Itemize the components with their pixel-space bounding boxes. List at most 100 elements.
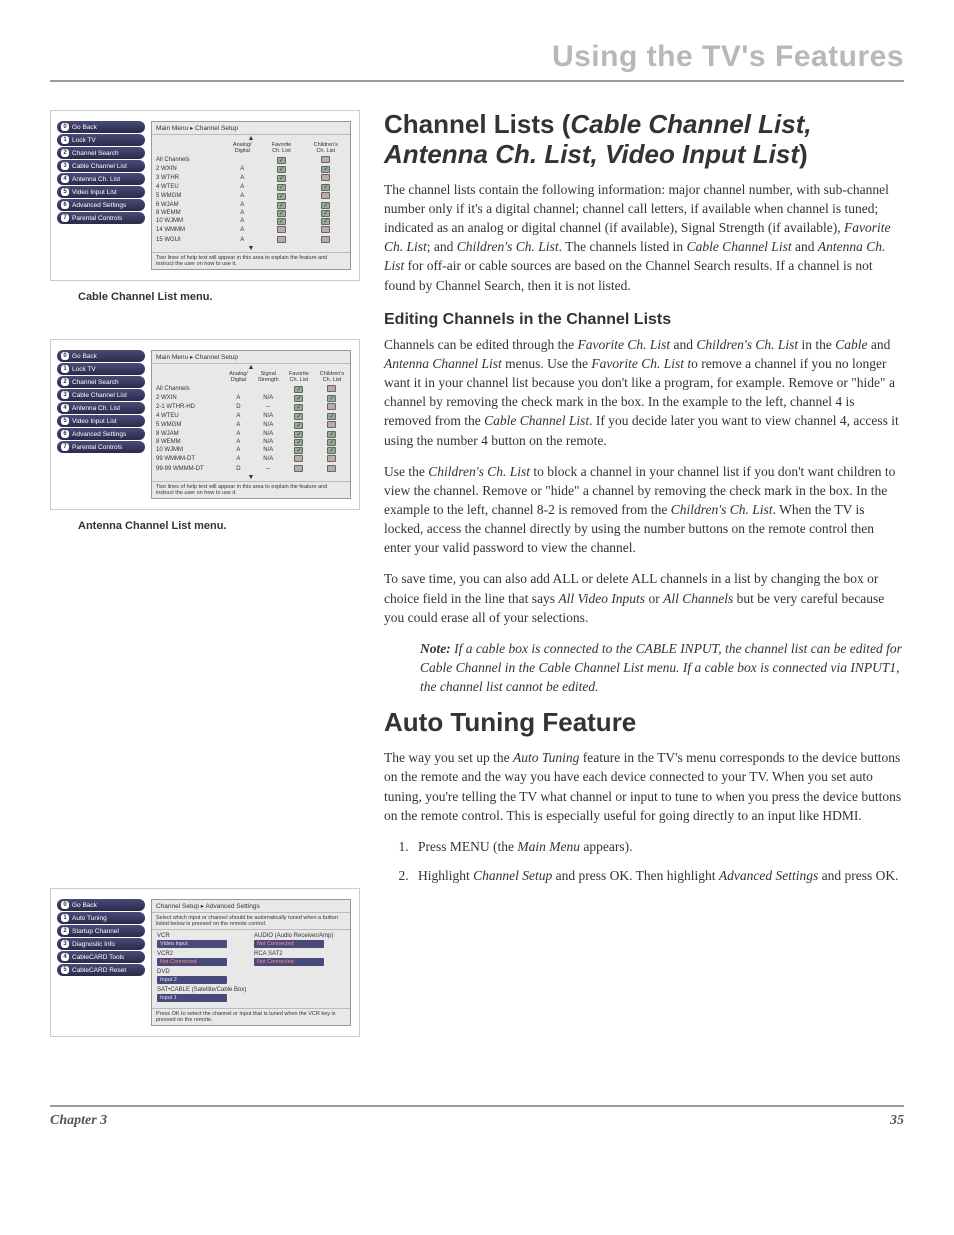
device-field[interactable]: Not Connected: [157, 958, 227, 966]
menu-button[interactable]: 7Parental Controls: [57, 212, 145, 224]
checkbox-icon[interactable]: [321, 192, 330, 199]
channel-cell: 99-99 WMMM-DT: [152, 464, 224, 474]
checkbox-icon[interactable]: ✓: [294, 404, 303, 411]
checkbox-icon[interactable]: ✓: [294, 386, 303, 393]
checkbox-icon[interactable]: [327, 403, 336, 410]
menu-button[interactable]: 4Antenna Ch. List: [57, 173, 145, 185]
checkbox-icon[interactable]: ✓: [327, 447, 336, 454]
menu-button[interactable]: 5CableCARD Reset: [57, 964, 145, 976]
checkbox-icon[interactable]: [294, 465, 303, 472]
checkbox-icon[interactable]: ✓: [277, 210, 286, 217]
menu-button[interactable]: 3Cable Channel List: [57, 389, 145, 401]
checkbox-icon[interactable]: ✓: [277, 175, 286, 182]
checkbox-icon[interactable]: ✓: [321, 184, 330, 191]
device-row: SAT•CABLE (Satellite/Cable Box)Input 1: [157, 987, 345, 1002]
menu-button[interactable]: 0Go Back: [57, 121, 145, 133]
checkbox-icon[interactable]: [327, 385, 336, 392]
device-label: RCA SAT2: [254, 951, 345, 957]
checkbox-icon[interactable]: ✓: [277, 157, 286, 164]
menu-button[interactable]: 3Cable Channel List: [57, 160, 145, 172]
menu-button[interactable]: 3Diagnostic Info: [57, 938, 145, 950]
body-paragraph: To save time, you can also add ALL or de…: [384, 569, 904, 626]
menu-button[interactable]: 1Lock TV: [57, 134, 145, 146]
ad-cell: A: [223, 165, 261, 173]
menu-number: 1: [61, 136, 69, 144]
signal-cell: N/A: [253, 430, 284, 438]
menu-button[interactable]: 0Go Back: [57, 899, 145, 911]
device-field[interactable]: Video Input: [157, 940, 227, 948]
checkbox-icon[interactable]: ✓: [327, 431, 336, 438]
checkbox-icon[interactable]: ✓: [321, 210, 330, 217]
menu-button[interactable]: 0Go Back: [57, 350, 145, 362]
checkbox-icon[interactable]: ✓: [294, 439, 303, 446]
checkbox-icon[interactable]: ✓: [294, 422, 303, 429]
checkbox-icon[interactable]: [294, 455, 303, 462]
menu-button[interactable]: 1Auto Tuning: [57, 912, 145, 924]
checkbox-icon[interactable]: ✓: [294, 447, 303, 454]
menu-label: Antenna Ch. List: [72, 176, 120, 183]
checkbox-icon[interactable]: ✓: [321, 202, 330, 209]
right-column: Channel Lists (Cable Channel List, Anten…: [384, 110, 904, 1073]
arrow-down-icon: ▼: [152, 474, 350, 481]
checkbox-icon[interactable]: [321, 236, 330, 243]
checkbox-icon[interactable]: ✓: [294, 395, 303, 402]
checkbox-icon[interactable]: [277, 236, 286, 243]
device-field[interactable]: Not Connected: [254, 940, 324, 948]
device-row: VCR2Not ConnectedRCA SAT2Not Connected: [157, 951, 345, 966]
checkbox-icon[interactable]: ✓: [327, 395, 336, 402]
menu-number: 6: [61, 201, 69, 209]
channel-cell: All Channels: [152, 155, 223, 165]
checkbox-icon[interactable]: ✓: [277, 166, 286, 173]
menu-label: Video Input List: [72, 418, 117, 425]
page-footer: Chapter 3 35: [50, 1105, 904, 1129]
menu-button[interactable]: 5Video Input List: [57, 415, 145, 427]
panel-intro: Select which input or channel should be …: [152, 913, 350, 930]
checkbox-icon[interactable]: [327, 465, 336, 472]
menu-button[interactable]: 4CableCARD Tools: [57, 951, 145, 963]
checkbox-icon[interactable]: ✓: [277, 202, 286, 209]
menu-button[interactable]: 2Channel Search: [57, 376, 145, 388]
checkbox-icon[interactable]: [327, 455, 336, 462]
channel-cell: 8 WJAM: [152, 430, 224, 438]
checkbox-icon[interactable]: ✓: [277, 218, 286, 225]
checkbox-icon[interactable]: ✓: [277, 193, 286, 200]
table-row: 8 WEMM A N/A ✓ ✓: [152, 438, 350, 446]
checkbox-icon[interactable]: [321, 156, 330, 163]
device-field[interactable]: Not Connected: [254, 958, 324, 966]
menu-button[interactable]: 6Advanced Settings: [57, 199, 145, 211]
menu-button[interactable]: 2Startup Channel: [57, 925, 145, 937]
checkbox-icon[interactable]: [327, 421, 336, 428]
checkbox-icon[interactable]: [321, 226, 330, 233]
ad-cell: A: [224, 430, 252, 438]
device-field[interactable]: Input 1: [157, 994, 227, 1002]
menu-button[interactable]: 4Antenna Ch. List: [57, 402, 145, 414]
device-label: SAT•CABLE (Satellite/Cable Box): [157, 987, 248, 993]
list-item: Press MENU (the Main Menu appears).: [412, 837, 904, 856]
body-paragraph: The way you set up the Auto Tuning featu…: [384, 748, 904, 825]
device-field[interactable]: Input 2: [157, 976, 227, 984]
menu-button[interactable]: 6Advanced Settings: [57, 428, 145, 440]
checkbox-icon[interactable]: ✓: [294, 431, 303, 438]
ad-cell: A: [224, 454, 252, 464]
menu-label: Channel Search: [72, 150, 119, 157]
menu-button[interactable]: 7Parental Controls: [57, 441, 145, 453]
checkbox-icon[interactable]: ✓: [327, 413, 336, 420]
checkbox-icon[interactable]: ✓: [321, 218, 330, 225]
checkbox-icon[interactable]: ✓: [294, 413, 303, 420]
table-row: 10 WJMM A ✓ ✓: [152, 217, 350, 225]
checkbox-icon[interactable]: [277, 226, 286, 233]
chapter-label: Chapter 3: [50, 1113, 107, 1129]
table-row: 4 WTEU A N/A ✓ ✓: [152, 412, 350, 420]
checkbox-icon[interactable]: [321, 174, 330, 181]
checkbox-icon[interactable]: ✓: [277, 184, 286, 191]
body-paragraph: The channel lists contain the following …: [384, 180, 904, 295]
menu-button[interactable]: 2Channel Search: [57, 147, 145, 159]
menu-button[interactable]: 5Video Input List: [57, 186, 145, 198]
checkbox-icon[interactable]: ✓: [327, 439, 336, 446]
checkbox-icon[interactable]: ✓: [321, 166, 330, 173]
channel-cell: All Channels: [152, 384, 224, 394]
heading-auto-tuning: Auto Tuning Feature: [384, 708, 904, 738]
ad-cell: A: [224, 446, 252, 454]
menu-button[interactable]: 1Lock TV: [57, 363, 145, 375]
channel-cell: 4 WTEU: [152, 412, 224, 420]
